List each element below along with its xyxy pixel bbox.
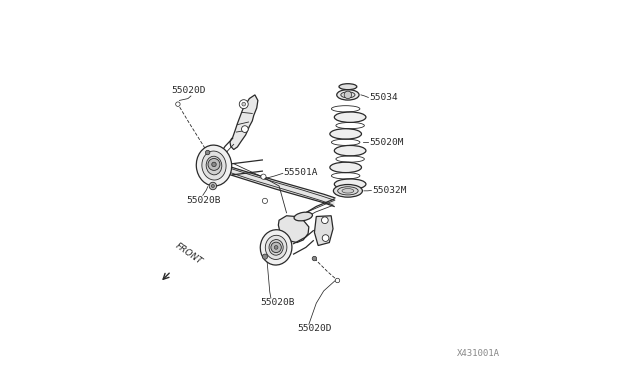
Ellipse shape [330,162,362,173]
Text: X431001A: X431001A [458,349,500,358]
Ellipse shape [206,156,222,175]
Ellipse shape [342,189,354,193]
Circle shape [175,102,180,106]
Text: 55020B: 55020B [260,298,295,307]
Ellipse shape [260,230,292,265]
Circle shape [262,254,268,259]
Polygon shape [278,216,309,243]
Ellipse shape [334,112,366,122]
Circle shape [312,256,317,261]
Ellipse shape [338,187,358,195]
Circle shape [241,126,248,132]
Ellipse shape [202,151,226,180]
Circle shape [335,278,340,283]
Circle shape [209,182,216,190]
Circle shape [271,242,282,253]
Circle shape [208,158,220,170]
Circle shape [212,162,216,167]
Ellipse shape [269,240,283,255]
Text: 55020D: 55020D [298,324,332,333]
Text: 55020M: 55020M [369,138,404,147]
Ellipse shape [266,235,287,259]
Circle shape [262,198,268,203]
Ellipse shape [196,145,232,186]
Ellipse shape [333,185,362,197]
Circle shape [242,102,246,106]
Polygon shape [230,95,258,150]
Text: 55020D: 55020D [172,86,205,94]
Ellipse shape [294,212,312,221]
Ellipse shape [339,84,357,90]
Circle shape [344,91,351,99]
Text: FRONT: FRONT [173,241,204,266]
Text: 55034: 55034 [369,93,398,102]
Circle shape [321,217,328,224]
Text: 55032M: 55032M [372,186,406,195]
Ellipse shape [337,90,359,100]
Ellipse shape [334,179,366,189]
Circle shape [322,235,329,241]
Ellipse shape [334,145,366,156]
Polygon shape [222,164,335,206]
Circle shape [205,150,210,155]
Text: 55501A: 55501A [284,168,318,177]
Ellipse shape [341,92,355,98]
Circle shape [239,100,248,109]
Polygon shape [314,216,333,246]
Circle shape [211,185,214,187]
Circle shape [261,174,266,179]
Circle shape [275,246,278,249]
Ellipse shape [330,129,362,139]
Text: 55020B: 55020B [186,196,221,205]
